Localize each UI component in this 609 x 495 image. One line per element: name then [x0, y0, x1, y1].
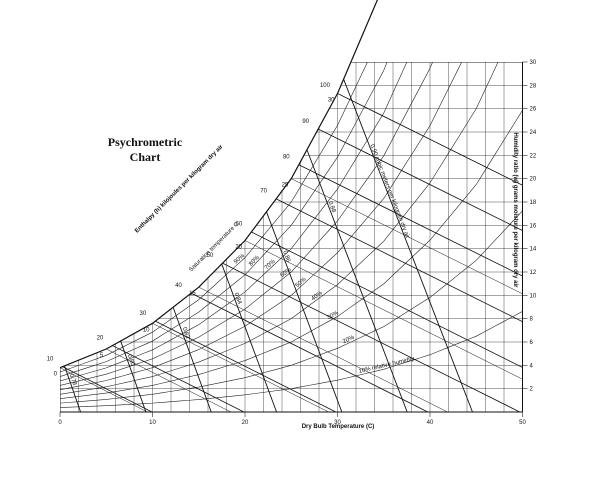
- y-tick-label: 2: [530, 387, 534, 393]
- y-tick-label: 14: [530, 247, 537, 253]
- x-tick-label: 50: [519, 420, 526, 426]
- enthalpy-line: [112, 345, 245, 412]
- rh-label: 90%: [233, 253, 246, 266]
- enthalpy-tick-label: 50: [207, 253, 214, 259]
- volume-label: 0.88: [326, 201, 336, 215]
- wet-bulb-label: 5: [100, 353, 104, 359]
- rh-curve: [60, 210, 523, 404]
- plot-box: [60, 62, 523, 412]
- wet-bulb-line: [152, 323, 329, 412]
- y-tick-label: 12: [530, 270, 537, 276]
- wet-bulb-line: [337, 93, 523, 412]
- y-axis-label: Humidity ratio (w) grams moisture per ki…: [512, 132, 518, 288]
- x-tick-label: 30: [334, 420, 341, 426]
- y-tick-label: 18: [530, 200, 537, 206]
- rh-label: 40%: [310, 290, 324, 302]
- rh-curve: [60, 62, 523, 391]
- y-tick-label: 6: [530, 340, 534, 346]
- wet-bulb-line: [106, 348, 232, 412]
- rh-curve: [60, 311, 523, 408]
- volume-label: 0.82: [181, 327, 191, 341]
- rh-label: 50%: [295, 276, 308, 289]
- x-tick-label: 10: [149, 420, 156, 426]
- wet-bulb-label: 0: [54, 372, 58, 378]
- enthalpy-tick-label: 20: [97, 335, 104, 341]
- enthalpy-line: [275, 198, 523, 412]
- y-tick-label: 24: [530, 130, 537, 136]
- enthalpy-line: [222, 262, 520, 412]
- rh-label: 20%: [342, 334, 356, 345]
- wet-bulb-label: 25: [282, 183, 289, 189]
- wet-bulb-line: [291, 178, 523, 412]
- enthalpy-tick-label: 70: [260, 189, 267, 195]
- volume-line: [306, 149, 408, 412]
- saturation-label: Saturation temperature C: [188, 221, 240, 273]
- rh-curve: [60, 62, 523, 395]
- enthalpy-tick-label: 30: [139, 311, 146, 317]
- rh-curve: [60, 62, 523, 377]
- wet-bulb-line: [60, 367, 148, 412]
- volume-label: 0.84: [233, 292, 243, 306]
- wet-bulb-line: [198, 286, 448, 412]
- y-tick-label: 22: [530, 153, 537, 159]
- rh-curve: [60, 62, 523, 386]
- enthalpy-tick-label: 60: [236, 222, 243, 228]
- enthalpy-tick-label: 40: [175, 283, 182, 289]
- y-tick-label: 26: [530, 107, 537, 113]
- volume-label: 0.86: [281, 250, 291, 264]
- wet-bulb-line: [244, 240, 523, 412]
- rh-label: 30%: [326, 310, 340, 321]
- enthalpy-tick-label: 80: [283, 154, 290, 160]
- wet-bulb-label: 20: [235, 245, 242, 251]
- wet-bulb-label: 15: [189, 291, 196, 297]
- enthalpy-tick-label: 10: [47, 356, 54, 362]
- x-tick-label: 0: [58, 420, 62, 426]
- plot-area: [60, 62, 523, 412]
- wet-bulb-label: 10: [143, 327, 150, 333]
- x-tick-label: 20: [242, 420, 249, 426]
- enthalpy-line: [298, 164, 523, 412]
- chart-title: Psychrometric Chart: [107, 135, 183, 164]
- volume-label: 0.80: [126, 354, 136, 368]
- volume-line: [221, 263, 277, 412]
- enthalpy-tick-label: 100: [320, 83, 331, 89]
- x-tick-label: 40: [427, 420, 434, 426]
- enthalpy-tick-label: 90: [302, 119, 309, 125]
- x-axis-label: Dry Bulb Temperature (C): [302, 424, 375, 430]
- enthalpy-line: [155, 320, 337, 412]
- y-tick-label: 10: [530, 293, 537, 299]
- volume-line: [265, 211, 343, 412]
- rh-curve: [60, 62, 523, 382]
- y-tick-label: 4: [530, 363, 534, 369]
- rh-curve: [60, 62, 523, 373]
- volume-line: [63, 365, 82, 412]
- volume-line: [120, 340, 147, 412]
- volume-label: 0.78: [68, 373, 78, 387]
- enthalpy-line: [62, 366, 153, 412]
- enthalpy-line: [251, 231, 523, 412]
- enthalpy-line: [190, 292, 428, 412]
- enthalpy-line: [318, 128, 523, 412]
- y-tick-label: 8: [530, 317, 534, 323]
- y-tick-label: 30: [530, 60, 537, 66]
- volume-line: [342, 78, 473, 412]
- saturation-curve: [59, 0, 379, 369]
- volume-line: [172, 306, 212, 412]
- rh-label: 80%: [248, 254, 261, 267]
- y-tick-label: 28: [530, 83, 537, 89]
- y-tick-label: 16: [530, 223, 537, 229]
- y-tick-label: 20: [530, 177, 537, 183]
- wet-bulb-label: 30: [328, 98, 335, 104]
- rh-label: 70%: [264, 258, 277, 271]
